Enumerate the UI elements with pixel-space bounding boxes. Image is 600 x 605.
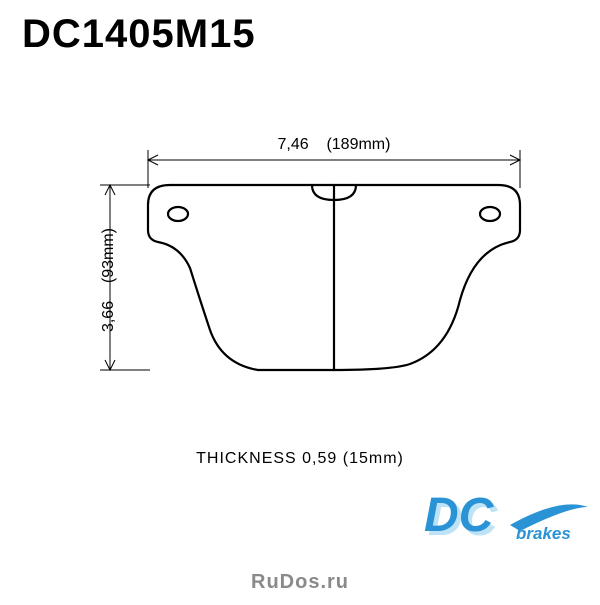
height-mm: (93mm) [100,228,117,283]
height-dimension-label: 3,66 (93mm) [100,200,118,360]
svg-text:brakes: brakes [516,524,571,543]
svg-text:DC: DC [424,489,495,542]
width-inches: 7,46 [278,136,309,153]
width-mm: (189mm) [326,136,390,153]
dc-brakes-logo-svg: DC DC brakes [420,485,590,565]
height-inches: 3,66 [100,301,117,332]
watermark-text: RuDos.ru [200,571,400,594]
thickness-label: THICKNESS 0,59 (15mm) [0,450,600,468]
brand-logo: DC DC brakes [420,485,590,570]
width-dimension-label: 7,46 (189mm) [234,136,434,154]
page: DC1405M15 [0,0,600,600]
